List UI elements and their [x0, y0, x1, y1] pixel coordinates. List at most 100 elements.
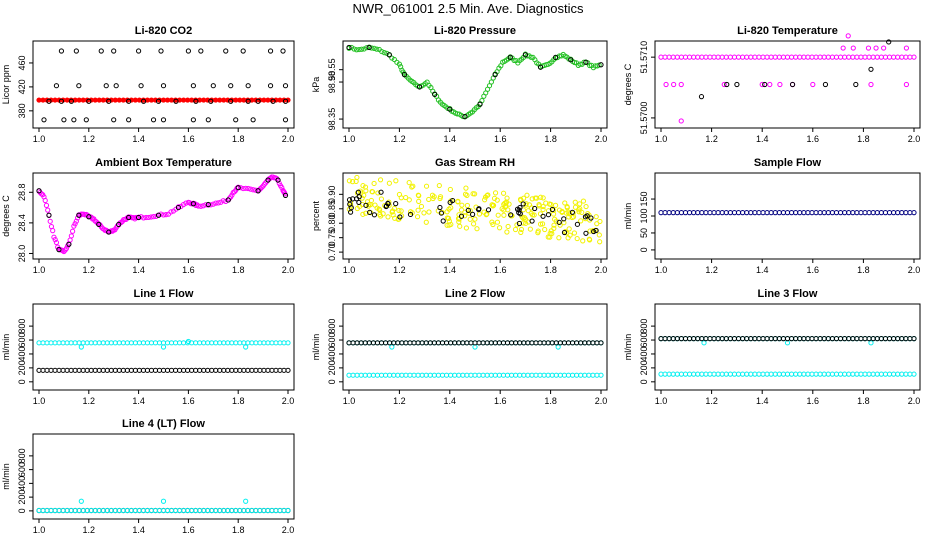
data-point [788, 54, 795, 60]
data-point [731, 54, 738, 60]
data-point [78, 344, 84, 350]
plot-frame [32, 172, 295, 260]
data-point [874, 54, 880, 60]
data-point [727, 210, 733, 216]
x-tick-label: 1.6 [807, 396, 820, 406]
data-point [353, 47, 360, 53]
y-axis-label: ml/min [623, 334, 633, 361]
plot-frame [342, 40, 608, 129]
data-point [793, 210, 799, 216]
data-point [569, 209, 575, 215]
data-point [890, 210, 897, 216]
data-point [895, 210, 901, 216]
data-point [223, 48, 229, 54]
data-point [752, 371, 758, 377]
data-point [868, 340, 874, 346]
data-point [805, 371, 811, 377]
data-series [36, 498, 291, 514]
data-point [68, 233, 74, 239]
data-point [366, 201, 372, 208]
data-point [138, 83, 144, 89]
plot-frame [654, 172, 921, 260]
data-series [663, 33, 910, 124]
data-point [579, 209, 585, 215]
y-tick-label: 0.75 [327, 229, 337, 247]
data-point [406, 179, 412, 186]
data-point [870, 336, 876, 342]
data-point [862, 371, 868, 377]
data-point [208, 98, 214, 104]
chart-title: Ambient Box Temperature [95, 157, 232, 169]
data-point [377, 177, 384, 183]
data-point [564, 204, 570, 210]
data-point [899, 371, 905, 377]
data-point [845, 33, 851, 39]
data-point [764, 336, 770, 342]
data-point [870, 371, 876, 377]
data-point [727, 336, 733, 342]
chart-title: Line 4 (LT) Flow [122, 418, 205, 430]
data-point [850, 210, 856, 216]
data-point [695, 336, 701, 342]
data-point [450, 197, 456, 204]
data-point [568, 57, 574, 63]
data-point [682, 210, 689, 216]
data-point [903, 81, 910, 88]
data-point [245, 98, 251, 104]
x-tick-label: 2.0 [595, 396, 608, 406]
data-point [874, 336, 880, 342]
data-point [776, 210, 782, 216]
data-point [210, 83, 216, 89]
data-point [158, 48, 164, 54]
data-point [228, 98, 234, 104]
data-point [580, 198, 587, 204]
data-point [691, 54, 697, 60]
data-point [762, 81, 768, 88]
data-series [346, 44, 604, 120]
x-tick-label: 1.0 [33, 396, 46, 406]
chart-title: Li-820 Temperature [737, 25, 838, 37]
data-point [571, 230, 578, 236]
data-point [597, 218, 603, 225]
x-tick-label: 1.8 [232, 134, 245, 144]
chart-title: Line 2 Flow [445, 288, 505, 300]
data-point [756, 210, 762, 216]
data-point [719, 336, 725, 342]
data-series [658, 54, 917, 60]
data-point [282, 192, 289, 198]
data-point [410, 183, 416, 189]
x-tick-label: 1.2 [83, 134, 96, 144]
data-point [784, 340, 791, 346]
data-point [842, 336, 848, 342]
data-point [788, 210, 795, 216]
data-point [840, 45, 846, 51]
data-point [76, 212, 82, 218]
y-tick-label: 200 [17, 490, 27, 505]
data-point [552, 216, 558, 222]
data-point [492, 72, 498, 78]
data-point [890, 54, 897, 60]
data-point [744, 54, 750, 60]
data-point [760, 336, 766, 342]
data-point [699, 210, 705, 216]
data-point [801, 336, 807, 342]
y-tick-label: 0 [639, 247, 649, 252]
data-point [895, 54, 901, 60]
data-point [850, 371, 856, 377]
data-point [476, 211, 483, 217]
data-point [707, 54, 713, 60]
data-point [267, 48, 274, 54]
y-tick-label: 28.0 [17, 245, 27, 263]
data-point [723, 336, 729, 342]
y-tick-label: 400 [639, 346, 649, 361]
data-point [797, 336, 803, 342]
data-point [598, 372, 604, 378]
data-point [512, 226, 519, 233]
data-point [407, 211, 414, 218]
data-point [556, 235, 562, 241]
chart-panel: Ambient Box Temperature degrees C 1.0 1.2 1.… [1, 157, 295, 275]
data-point [780, 371, 787, 377]
y-tick-label: 0.85 [327, 200, 337, 218]
data-point [723, 371, 729, 377]
data-point [540, 206, 546, 213]
